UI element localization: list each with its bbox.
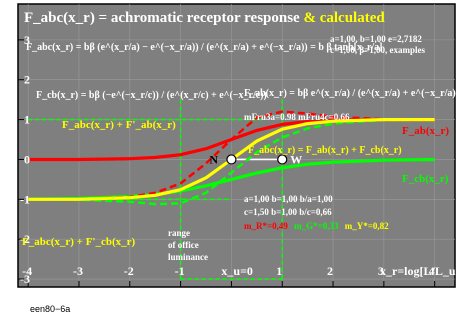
params-top-1: a=1,00, b=1,00 e=2,7182: [330, 34, 422, 44]
y-tick-label: -1: [20, 192, 30, 206]
y-tick-label: -3: [20, 272, 30, 286]
x-tick-label: -1: [175, 264, 185, 278]
chart-title-text: F_abc(x_r) = achromatic receptor respons…: [24, 10, 300, 26]
footer-code: een80−6a: [30, 304, 71, 314]
y-tick-label: 1: [24, 113, 30, 127]
x-axis-label: x_r=log[L/L_u]: [380, 264, 457, 278]
m-value-g: m_G*=0,33: [294, 221, 339, 231]
range-note-1: range: [168, 228, 190, 238]
x-tick-label: -3: [73, 264, 83, 278]
x-tick-label: -2: [124, 264, 134, 278]
params-bottom-1: a=1,00 b=1,00 b/a=1,00: [244, 194, 333, 204]
point-marker-N: [226, 154, 237, 165]
range-note-3: luminance: [168, 252, 208, 262]
y-tick-label: -2: [20, 232, 30, 246]
y-tick-label: 2: [24, 73, 30, 87]
x-tick-label: 4: [429, 264, 435, 278]
m-value-r: m_R*=0,49: [244, 221, 288, 231]
params-top-2: c=1,00, β=1,00, examples: [330, 45, 425, 55]
formula-fab: F_ab(x_r) = bβ e^(x_r/a) / (e^(x_r/a) + …: [244, 88, 457, 99]
formula-fcb: F_cb(x_r) = bβ (−e^(−x_r/c)) / (e^(x_r/c…: [36, 90, 267, 101]
point-label-N: N: [209, 152, 218, 166]
x-tick-label: -4: [22, 264, 32, 278]
x-tick-label: 3: [378, 264, 384, 278]
point-marker-W: [277, 154, 288, 165]
m-value-y: m_Y*=0,82: [345, 221, 389, 231]
m-values: m_R*=0,49 m_G*=0,33 m_Y*=0,82: [244, 221, 389, 231]
series-line-4: [28, 118, 435, 206]
chart-title-suffix: & calculated: [303, 10, 385, 26]
label-sum-lower: F_abc(x_r) + F'_cb(x_r): [22, 236, 136, 248]
mfru-values: mFru3a=0.98 mFru4c=0.66: [244, 112, 350, 122]
x-tick-label: x_u=0: [221, 264, 253, 278]
x-tick-label: 2: [327, 264, 333, 278]
label-fab-right: F_ab(x_r): [402, 125, 449, 137]
y-tick-label: 0: [24, 152, 30, 166]
params-bottom-2: c=1,50 b=1,00 b/c=0,66: [244, 207, 332, 217]
point-label-W: W: [290, 152, 302, 166]
label-fcb-right: F_cb(x_r): [402, 173, 449, 185]
y-tick-label: 3: [24, 33, 30, 47]
label-fabc-eq: F_abc(x_r) = F_ab(x_r) + F_cb(x_r): [248, 145, 402, 156]
chart-title: F_abc(x_r) = achromatic receptor respons…: [24, 10, 385, 26]
range-note-2: of office: [168, 240, 199, 250]
x-tick-label: 1: [276, 264, 282, 278]
plot-area: [17, 3, 456, 288]
label-sum-upper: F_abc(x_r) + F'_ab(x_r): [62, 119, 176, 131]
formula-fabc-top: F_abc(x_r) = bβ (e^(x_r/a) − e^(−x_r/a))…: [26, 42, 383, 53]
series-group: [28, 110, 435, 206]
